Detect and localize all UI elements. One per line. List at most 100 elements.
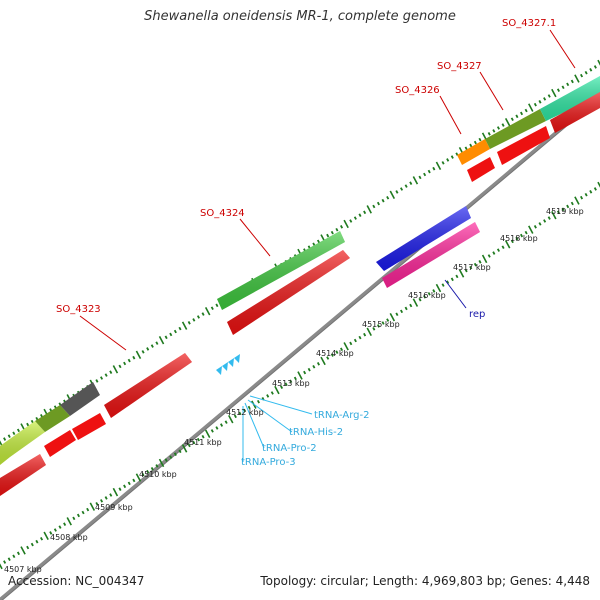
kbp-label: 4516 kbp [408,291,446,300]
minor-tick [16,428,20,433]
minor-tick [441,283,445,287]
minor-tick [12,554,16,559]
major-tick [112,365,119,374]
minor-tick [441,161,445,165]
minor-tick [395,190,399,194]
trna-label-pro-3[interactable]: tRNA-Pro-3 [241,457,296,468]
minor-tick [307,367,311,372]
major-tick [320,356,326,366]
minor-tick [376,324,380,328]
minor-tick [515,236,519,241]
gray-feature[interactable] [60,382,100,416]
major-tick [343,342,349,351]
gene-label-SO_4327.1[interactable]: SO_4327.1 [502,18,556,29]
minor-tick [533,225,537,229]
SO_4327.1-feature[interactable] [540,76,600,121]
major-tick [0,440,3,447]
kbp-label: 4509 kbp [95,503,133,512]
accession-text: Accession: NC_004347 [8,574,145,588]
red-feature[interactable] [72,413,106,440]
minor-tick [533,102,537,107]
red-feature[interactable] [550,92,600,133]
minor-tick [316,239,320,244]
minor-tick [123,484,127,489]
major-tick [574,196,580,205]
major-tick [412,176,419,185]
minor-tick [543,97,547,101]
minor-tick [316,362,320,366]
major-tick [89,502,96,511]
kbp-label: 4512 kbp [226,408,264,417]
kbp-label: 4511 kbp [184,438,222,447]
trna-label-his-2[interactable]: tRNA-His-2 [289,427,343,438]
SO_4327-feature[interactable] [485,109,546,149]
major-tick [528,103,534,112]
minor-tick [520,111,524,116]
minor-tick [95,501,99,506]
minor-tick [132,478,136,483]
SO_4324-feature[interactable] [217,231,345,310]
minor-tick [173,329,177,334]
minor-tick [376,201,380,206]
minor-tick [547,94,551,98]
major-tick [551,88,557,98]
red-feature[interactable] [104,353,192,418]
trna-arrows[interactable] [216,354,240,375]
gene-label-SO_4327[interactable]: SO_4327 [437,61,482,72]
red-feature[interactable] [44,430,76,457]
minor-tick [256,399,260,404]
minor-tick [76,513,80,518]
red-feature[interactable] [227,250,350,335]
minor-tick [178,449,182,454]
blue-feature[interactable] [376,206,471,271]
minor-tick [487,254,491,258]
minor-tick [547,216,551,220]
red-feature[interactable] [0,454,46,496]
olive-feature-left[interactable] [35,405,70,432]
minor-tick [584,70,588,75]
minor-tick [515,114,519,119]
gene-label-leaders [79,29,576,351]
minor-tick [118,487,122,491]
SO_4326-feature[interactable] [457,139,490,165]
rep-feature[interactable] [382,222,480,288]
minor-tick [404,184,408,188]
minor-tick [109,370,113,374]
minor-tick [26,545,30,550]
gene-label-SO_4326[interactable]: SO_4326 [395,85,440,96]
minor-tick [233,414,237,419]
minor-tick [150,344,154,348]
minor-tick [418,175,422,180]
minor-tick [381,198,385,203]
major-tick [458,269,465,278]
red-feature[interactable] [497,126,550,165]
minor-tick [224,420,228,424]
minor-tick [16,551,20,556]
minor-tick [7,557,11,561]
red-feature[interactable] [467,157,495,182]
minor-tick [473,262,477,267]
gene-label-SO_4324[interactable]: SO_4324 [200,208,245,219]
trna-label-pro-2[interactable]: tRNA-Pro-2 [262,443,317,454]
minor-tick [164,335,168,340]
minor-tick [501,245,505,250]
major-tick [274,385,280,395]
minor-tick [164,458,168,462]
minor-tick [326,233,330,238]
kbp-label: 4518 kbp [500,234,538,243]
trna-label-arg-2[interactable]: tRNA-Arg-2 [314,410,369,421]
chartreuse-feature[interactable] [0,421,45,465]
gene-label-SO_4323[interactable]: SO_4323 [56,304,101,315]
minor-tick [26,422,30,427]
minor-tick [210,429,214,433]
minor-tick [492,251,496,255]
minor-tick [312,242,316,247]
minor-tick [372,204,376,209]
rep-label[interactable]: rep [469,309,485,320]
minor-tick [353,216,357,220]
minor-tick [335,350,339,354]
minor-tick [478,137,482,142]
minor-tick [538,100,542,104]
minor-tick [303,370,307,375]
